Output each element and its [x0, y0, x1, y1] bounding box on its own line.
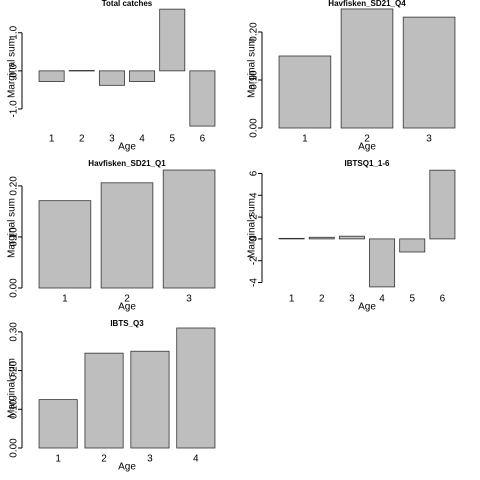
x-axis-label: Age: [358, 142, 376, 153]
x-tick-label: 5: [409, 294, 415, 305]
panel: Havfisken_SD21_Q1 Age Marginal sum 0.00 0.10…: [7, 159, 216, 313]
x-axis-label: Age: [118, 462, 136, 473]
y-tick-label: 0.00: [9, 438, 20, 458]
bar: [402, 16, 456, 129]
x-tick-label: 2: [79, 134, 85, 145]
y-tick-label: 0.30: [9, 322, 20, 342]
x-tick-label: 2: [364, 134, 370, 145]
x-tick-label: 1: [289, 294, 295, 305]
bar: [399, 238, 426, 253]
y-tick-label: -4: [249, 278, 260, 287]
bar: [369, 238, 396, 288]
x-tick-label: 2: [319, 294, 325, 305]
panel: IBTSQ1_1-6 Age Marginal sum -4 -2 0 2 4 6 1 2 3 4 5 6: [247, 159, 456, 313]
x-axis-label: Age: [358, 302, 376, 313]
chart-title: Havfisken_SD21_Q4: [328, 0, 406, 8]
y-tick-label: 4: [249, 192, 260, 198]
y-tick-label: 0.10: [9, 227, 20, 247]
bar: [84, 352, 124, 449]
y-axis-label: Marginal sum: [7, 198, 18, 258]
y-tick-label: 6: [249, 170, 260, 176]
bar: [308, 236, 335, 240]
bar: [340, 8, 394, 129]
chart-title: IBTSQ1_1-6: [345, 159, 390, 168]
x-tick-label: 3: [426, 134, 432, 145]
y-tick-label: 0.00: [249, 118, 260, 138]
bar: [38, 399, 78, 449]
y-tick-label: 0.20: [9, 176, 20, 196]
y-tick-label: 2: [249, 214, 260, 220]
bar: [98, 70, 125, 86]
x-axis-label: Age: [118, 302, 136, 313]
bar: [159, 8, 186, 72]
x-tick-label: 5: [169, 134, 175, 145]
x-tick-label: 3: [147, 454, 153, 465]
bar: [189, 70, 216, 127]
y-tick-label: 0.0: [9, 63, 20, 77]
y-axis-label: Marginal sum: [247, 198, 258, 258]
bar: [100, 182, 154, 289]
y-axis-label: Marginal sum: [7, 358, 18, 418]
panel: Total catches Age Marginal sum -1.0 0.0 1.0 1 2…: [7, 0, 216, 153]
x-tick-label: 6: [440, 294, 446, 305]
chart-title: IBTS_Q3: [110, 319, 144, 328]
bar: [68, 70, 95, 72]
chart-title: Total catches: [102, 0, 153, 8]
bar: [338, 235, 365, 240]
y-tick-label: 1.0: [9, 25, 20, 39]
x-tick-label: 1: [62, 294, 68, 305]
x-axis-label: Age: [118, 142, 136, 153]
chart-title: Havfisken_SD21_Q1: [88, 159, 166, 168]
y-axis-label: Marginal sum: [247, 38, 258, 98]
bar: [130, 350, 170, 449]
y-tick-label: 0.20: [9, 360, 20, 380]
bar: [38, 200, 92, 289]
x-tick-label: 3: [109, 134, 115, 145]
bar: [162, 169, 216, 289]
panel: IBTS_Q3 Age Marginal sum 0.00 0.10 0.20 0.30 1 2…: [7, 319, 216, 473]
x-tick-label: 3: [186, 294, 192, 305]
y-tick-label: 0.10: [249, 70, 260, 90]
bar: [278, 55, 332, 129]
x-tick-label: 4: [379, 294, 385, 305]
y-tick-label: 0.20: [249, 22, 260, 42]
x-tick-label: 6: [200, 134, 206, 145]
panel: Havfisken_SD21_Q4 Age Marginal sum 0.00 0.10…: [247, 0, 456, 153]
bar: [278, 237, 305, 240]
x-tick-label: 3: [349, 294, 355, 305]
y-tick-label: 0.00: [9, 278, 20, 298]
y-tick-label: 0: [249, 236, 260, 242]
bar: [429, 169, 456, 240]
y-tick-label: -1.0: [9, 100, 20, 118]
x-tick-label: 2: [101, 454, 107, 465]
y-axis-label: Marginal sum: [7, 38, 18, 98]
x-tick-label: 1: [55, 454, 61, 465]
x-tick-label: 1: [302, 134, 308, 145]
x-tick-label: 4: [139, 134, 145, 145]
bar: [129, 70, 156, 82]
bar: [38, 70, 65, 82]
bar: [176, 327, 216, 449]
y-tick-label: -2: [249, 256, 260, 265]
x-tick-label: 4: [193, 454, 199, 465]
x-tick-label: 1: [49, 134, 55, 145]
y-tick-label: 0.10: [9, 399, 20, 419]
x-tick-label: 2: [124, 294, 130, 305]
